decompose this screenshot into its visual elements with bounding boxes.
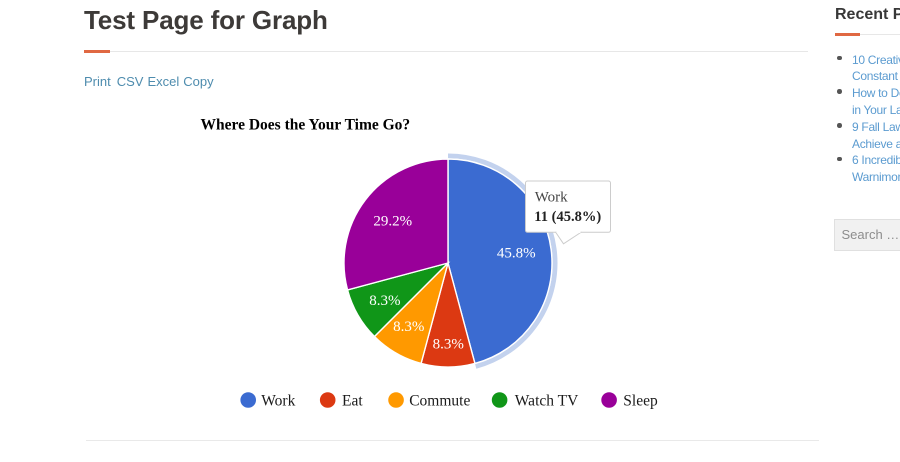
- svg-text:11 (45.8%): 11 (45.8%): [534, 209, 601, 225]
- svg-text:8.3%: 8.3%: [393, 319, 424, 335]
- svg-text:Where Does the Your Time Go?: Where Does the Your Time Go?: [201, 117, 411, 134]
- svg-text:29.2%: 29.2%: [373, 214, 412, 230]
- svg-text:Watch TV: Watch TV: [515, 392, 579, 409]
- svg-text:Eat: Eat: [342, 392, 363, 409]
- svg-text:Sleep: Sleep: [623, 392, 658, 409]
- svg-text:8.3%: 8.3%: [369, 293, 400, 309]
- svg-text:8.3%: 8.3%: [433, 337, 464, 353]
- svg-text:45.8%: 45.8%: [497, 246, 536, 262]
- svg-text:Work: Work: [535, 190, 568, 206]
- svg-text:Work: Work: [261, 392, 295, 409]
- svg-text:Commute: Commute: [409, 392, 470, 409]
